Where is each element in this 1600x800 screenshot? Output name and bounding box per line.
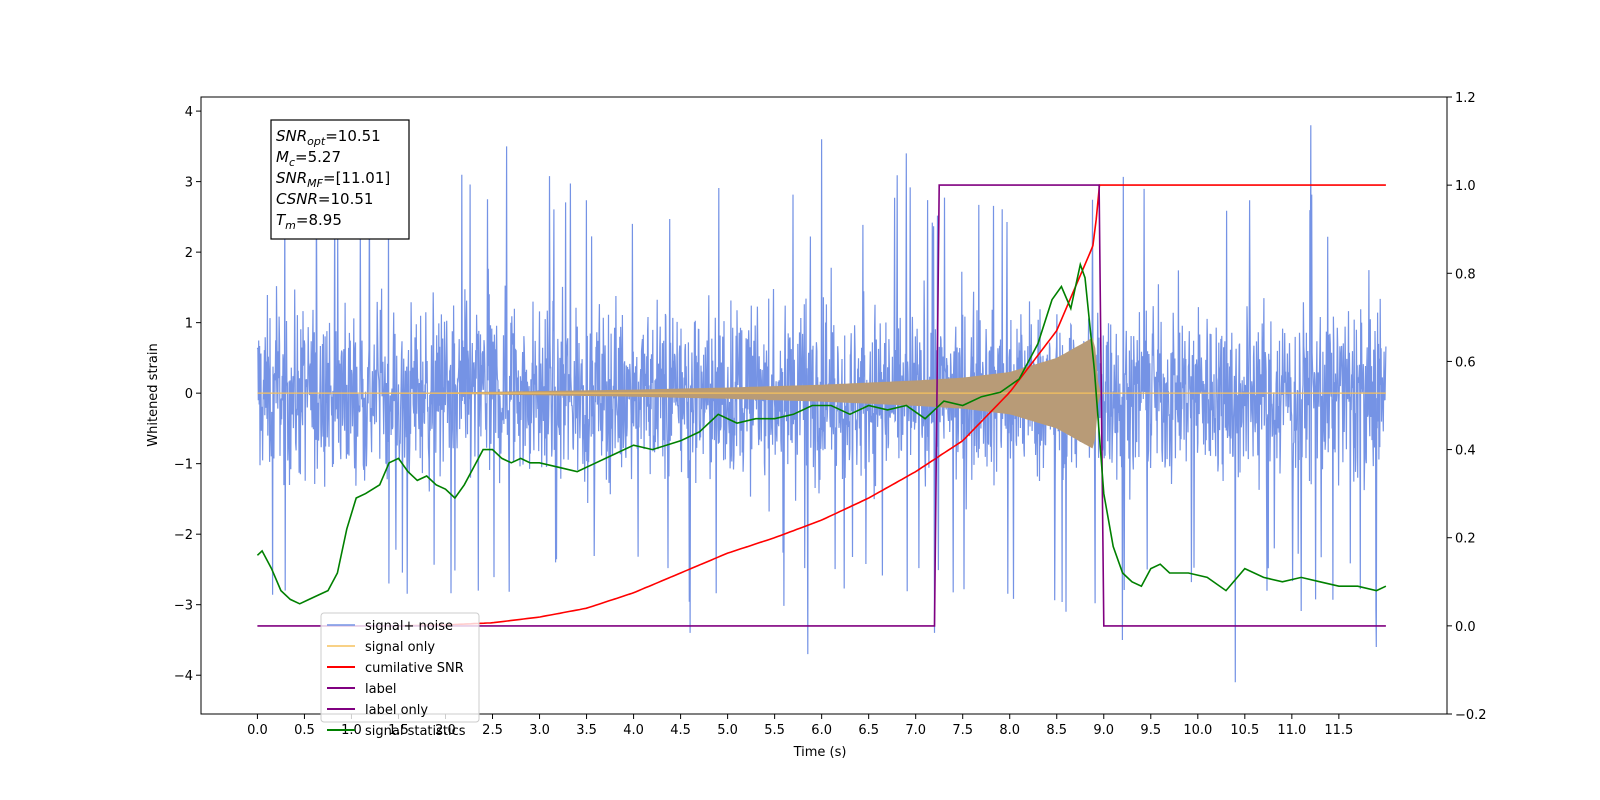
y-axis-left: −4 −3 −2 −1 0 1 2 3 4 xyxy=(174,105,201,684)
y-left-tick-label: 4 xyxy=(185,105,193,120)
x-tick-label: 4.5 xyxy=(670,723,691,738)
x-tick-label: 6.0 xyxy=(811,723,832,738)
stats-line: CSNR=10.51 xyxy=(276,190,373,208)
legend-label: signal only xyxy=(365,640,435,655)
y-right-tick-label: 0.8 xyxy=(1455,267,1476,282)
stats-box: SNRopt=10.51Mc=5.27SNRMF=[11.01]CSNR=10.… xyxy=(270,119,410,240)
x-tick-label: 3.5 xyxy=(576,723,597,738)
y-axis-left-title: Whitened strain xyxy=(146,343,161,446)
plot-area xyxy=(256,125,1387,683)
y-left-tick-label: 1 xyxy=(185,317,193,332)
legend-frame xyxy=(320,612,480,723)
legend: signal+ noise signal only cumilative SNR la… xyxy=(320,612,480,739)
x-tick-label: 1.5 xyxy=(388,723,409,738)
x-tick-label: 0.5 xyxy=(294,723,315,738)
y-left-tick-label: −3 xyxy=(174,599,193,614)
y-left-tick-label: −2 xyxy=(174,528,193,543)
y-left-tick-label: 2 xyxy=(185,246,193,261)
y-right-tick-label: 0.6 xyxy=(1455,355,1476,370)
stats-line: SNRMF=[11.01] xyxy=(276,169,390,190)
stats-line: Tm=8.95 xyxy=(276,211,342,232)
y-right-tick-label: 0.0 xyxy=(1455,620,1476,635)
x-axis-title: Time (s) xyxy=(793,745,847,760)
axes-frame xyxy=(200,96,1448,715)
x-tick-label: 10.0 xyxy=(1183,723,1212,738)
x-tick-label: 11.5 xyxy=(1324,723,1353,738)
legend-label: signal statistics xyxy=(365,724,466,739)
legend-label: label only xyxy=(365,703,428,718)
x-tick-label: 8.0 xyxy=(999,723,1020,738)
x-tick-label: 5.0 xyxy=(717,723,738,738)
y-right-tick-label: −0.2 xyxy=(1455,708,1487,723)
series-signal-noise xyxy=(256,125,1387,683)
y-left-tick-label: −1 xyxy=(174,458,193,473)
y-right-tick-label: 1.0 xyxy=(1455,179,1476,194)
x-tick-label: 2.5 xyxy=(482,723,503,738)
x-tick-label: 7.5 xyxy=(952,723,973,738)
y-left-tick-label: −4 xyxy=(174,669,193,684)
legend-label: label xyxy=(365,682,396,697)
x-tick-label: 4.0 xyxy=(623,723,644,738)
x-tick-label: 3.0 xyxy=(529,723,550,738)
y-right-tick-label: 1.2 xyxy=(1455,91,1476,106)
y-axis-right: −0.2 0.0 0.2 0.4 0.6 0.8 1.0 1.2 xyxy=(1447,91,1487,723)
stats-box-frame xyxy=(270,119,410,240)
legend-label: signal+ noise xyxy=(365,619,453,634)
x-tick-label: 2.0 xyxy=(435,723,456,738)
x-tick-label: 9.5 xyxy=(1140,723,1161,738)
series-cumulative-snr xyxy=(398,184,1386,627)
x-tick-label: 9.0 xyxy=(1093,723,1114,738)
y-left-tick-label: 0 xyxy=(185,387,193,402)
y-left-tick-label: 3 xyxy=(185,176,193,191)
y-right-tick-label: 0.2 xyxy=(1455,532,1476,547)
x-tick-label: 11.0 xyxy=(1277,723,1306,738)
x-tick-label: 0.0 xyxy=(247,723,268,738)
x-tick-label: 7.0 xyxy=(905,723,926,738)
x-tick-label: 8.5 xyxy=(1046,723,1067,738)
series-label xyxy=(257,184,1386,627)
x-axis: 0.0 0.5 1.0 1.5 2.0 2.5 3.0 3.5 4.0 4.5 5.0 5.5 6.0 6… xyxy=(247,714,1353,738)
stats-line: SNRopt=10.51 xyxy=(276,127,381,148)
series-signal-statistics xyxy=(256,261,1387,605)
y-right-tick-label: 0.4 xyxy=(1455,444,1476,459)
x-tick-label: 10.5 xyxy=(1230,723,1259,738)
legend-label: cumilative SNR xyxy=(365,661,464,676)
x-tick-label: 5.5 xyxy=(764,723,785,738)
x-tick-label: 6.5 xyxy=(858,723,879,738)
stats-line: Mc=5.27 xyxy=(276,148,341,169)
